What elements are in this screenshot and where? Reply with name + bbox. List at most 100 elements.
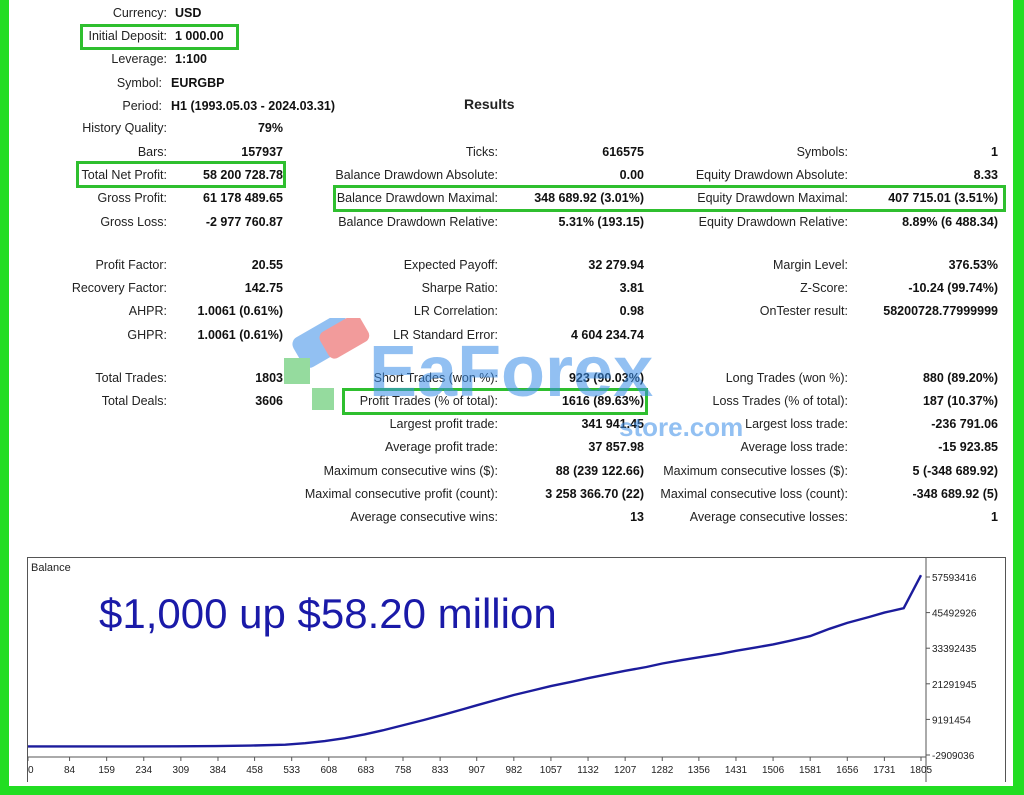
caption-text: $1,000 up $58.20 million [99, 590, 557, 637]
stat-label: Average loss trade: [740, 440, 848, 454]
y-tick-label: 21291945 [932, 680, 977, 691]
x-tick-label: 234 [135, 765, 152, 776]
highlight-profit-trades [342, 388, 648, 415]
stat-label: Recovery Factor: [71, 281, 167, 295]
stat-label: Total Deals: [101, 394, 167, 408]
stat-label: Equity Drawdown Absolute: [695, 168, 848, 182]
stat-value: 0.98 [619, 304, 644, 318]
stat-value: 20.55 [251, 258, 283, 272]
x-tick-label: 1431 [725, 765, 748, 776]
stat-value: 5 (-348 689.92) [912, 464, 998, 478]
stat-value: 8.89% (6 488.34) [902, 215, 998, 229]
chart-frame [27, 557, 1006, 782]
stat-value: 37 857.98 [588, 440, 644, 454]
stat-label: Average consecutive losses: [689, 510, 848, 524]
stat-label: Expected Payoff: [403, 258, 498, 272]
y-tick-label: 57593416 [932, 573, 977, 584]
highlight-drawdown-maximal [333, 185, 1006, 212]
x-tick-label: 683 [358, 765, 375, 776]
x-tick-label: 1805 [910, 765, 933, 776]
stat-value: 376.53% [948, 258, 998, 272]
stat-label: Maximum consecutive losses ($): [663, 464, 848, 478]
x-tick-label: 1057 [540, 765, 563, 776]
stat-label: OnTester result: [759, 304, 848, 318]
stat-label: Short Trades (won %): [373, 371, 498, 385]
balance-chart: Balance 0 84 159 234 309 384 458 533 608 683 758 83… [27, 557, 1006, 782]
stat-label: Average consecutive wins: [350, 510, 498, 524]
stat-value: -348 689.92 (5) [912, 487, 998, 501]
symbol-label: Symbol: [116, 76, 162, 90]
x-tick-label: 1731 [873, 765, 896, 776]
stat-label: Total Net Profit: [81, 168, 167, 182]
stat-label: Maximal consecutive loss (count): [660, 487, 848, 501]
stat-value: 5.31% (193.15) [558, 215, 644, 229]
x-tick-label: 1356 [688, 765, 711, 776]
stat-label: Equity Drawdown Relative: [698, 215, 848, 229]
x-tick-label: 1656 [836, 765, 859, 776]
stat-value: 880 (89.20%) [922, 371, 998, 385]
stat-value: -236 791.06 [931, 417, 998, 431]
y-tick-label: 45492926 [932, 609, 977, 620]
stat-value: 58200728.77999999 [883, 304, 998, 318]
stat-label: Margin Level: [772, 258, 848, 272]
stat-value: 1.0061 (0.61%) [197, 304, 283, 318]
x-axis-ticks: 0 84 159 234 309 384 458 533 608 683 758 833 907 982 1… [27, 757, 933, 776]
leverage-value: 1:100 [175, 52, 207, 66]
x-tick-label: 758 [395, 765, 412, 776]
stat-value: -10.24 (99.74%) [908, 281, 998, 295]
stat-label: Z-Score: [800, 281, 848, 295]
stat-label: AHPR: [128, 304, 167, 318]
x-tick-label: 907 [468, 765, 485, 776]
stat-value: 142.75 [244, 281, 283, 295]
stat-value: 0.00 [619, 168, 644, 182]
stat-label: Gross Profit: [97, 191, 167, 205]
stat-label: History Quality: [82, 121, 167, 135]
stat-value: 348 689.92 (3.01%) [534, 191, 644, 205]
stat-label: GHPR: [127, 328, 167, 342]
stat-label: Gross Loss: [100, 215, 167, 229]
results-heading: Results [464, 96, 515, 112]
stat-value: -15 923.85 [938, 440, 998, 454]
stat-label: Sharpe Ratio: [421, 281, 498, 295]
x-tick-label: 458 [246, 765, 263, 776]
currency-label: Currency: [112, 6, 167, 20]
x-tick-label: 608 [320, 765, 337, 776]
stat-value: 13 [630, 510, 644, 524]
highlight-initial-deposit [80, 24, 239, 50]
stat-value: 923 (90.03%) [568, 371, 644, 385]
stat-label: Balance Drawdown Relative: [338, 215, 498, 229]
stat-label: Balance Drawdown Maximal: [336, 191, 498, 205]
x-tick-label: 309 [173, 765, 190, 776]
stat-label: LR Correlation: [413, 304, 498, 318]
deposit-value: 1 000.00 [175, 29, 224, 43]
stat-label: Loss Trades (% of total): [712, 394, 848, 408]
stat-label: Bars: [137, 145, 167, 159]
stat-label: Largest profit trade: [389, 417, 498, 431]
period-label: Period: [122, 99, 162, 113]
x-tick-label: 1282 [651, 765, 674, 776]
x-tick-label: 1132 [577, 765, 599, 776]
x-tick-label: 84 [64, 765, 76, 776]
stat-label: Total Trades: [95, 371, 167, 385]
report-sheet: Currency: USD Initial Deposit: 1 000.00 … [9, 0, 1013, 786]
symbol-value: EURGBP [171, 76, 225, 90]
stat-value: 88 (239 122.66) [555, 464, 644, 478]
stat-label: Balance Drawdown Absolute: [335, 168, 498, 182]
stat-label: Maximal consecutive profit (count): [304, 487, 498, 501]
y-tick-label: 33392435 [932, 644, 977, 655]
stat-value: 1803 [255, 371, 283, 385]
stat-value: 58 200 728.78 [203, 168, 283, 182]
leverage-label: Leverage: [111, 52, 167, 66]
stat-label: LR Standard Error: [393, 328, 498, 342]
stat-value: 407 715.01 (3.51%) [888, 191, 998, 205]
stat-label: Ticks: [465, 145, 498, 159]
stat-value: 187 (10.37%) [922, 394, 998, 408]
stat-label: Symbols: [796, 145, 848, 159]
deposit-label: Initial Deposit: [88, 29, 167, 43]
stat-value: 157937 [241, 145, 283, 159]
stat-value: 79% [257, 121, 283, 135]
stat-value: 8.33 [973, 168, 998, 182]
x-tick-label: 1581 [799, 765, 822, 776]
x-tick-label: 982 [505, 765, 522, 776]
x-tick-label: 533 [283, 765, 300, 776]
